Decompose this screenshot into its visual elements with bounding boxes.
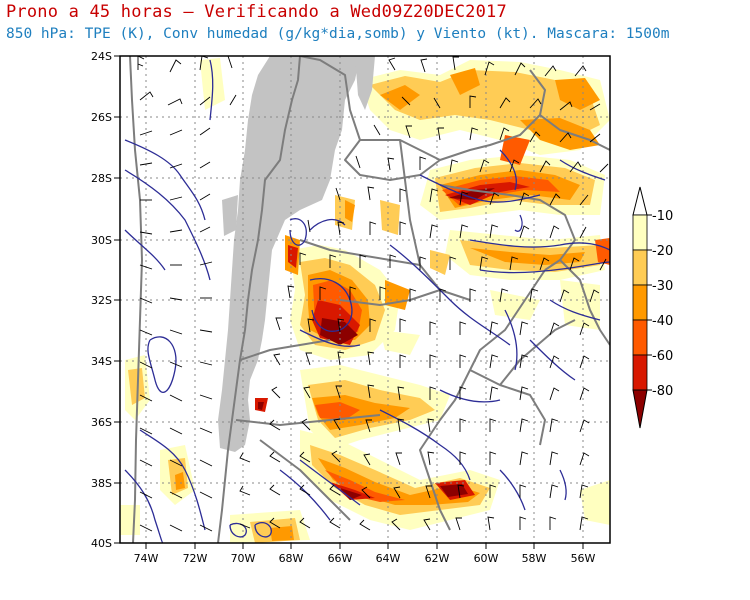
lat-label: 26S: [91, 111, 112, 124]
lon-label: 70W: [231, 552, 256, 565]
topography-mask: [218, 56, 375, 452]
lon-label: 64W: [376, 552, 401, 565]
lon-label: 74W: [134, 552, 159, 565]
lat-label: 36S: [91, 416, 112, 429]
colorbar-swatch: [632, 249, 648, 286]
lat-lon-grid: [120, 56, 610, 543]
colorbar-label: -60: [652, 349, 673, 364]
map-subtitle: 850 hPa: TPE (K), Conv humedad (g/kg*dia…: [6, 26, 670, 42]
convergence-shading: [120, 58, 610, 543]
lat-label: 38S: [91, 477, 112, 490]
wind-barbs: [137, 56, 609, 532]
colorbar-swatch: [632, 284, 648, 321]
colorbar-label: -80: [652, 384, 673, 399]
colorbar-swatch: [632, 354, 648, 391]
lon-label: 72W: [183, 552, 208, 565]
colorbar-top-arrow: [632, 186, 648, 216]
colorbar-swatch: [632, 319, 648, 356]
colorbar-label: -20: [652, 244, 673, 259]
lat-label: 34S: [91, 355, 112, 368]
colorbar: -10 -20 -30 -40 -60 -80: [632, 186, 673, 429]
lat-label: 24S: [91, 50, 112, 63]
lon-label: 60W: [474, 552, 499, 565]
lat-label: 30S: [91, 234, 112, 247]
lon-label: 62W: [425, 552, 450, 565]
colorbar-bottom-arrow: [632, 389, 648, 429]
lon-label: 68W: [279, 552, 304, 565]
tpe-contours: [124, 59, 610, 543]
lat-label: 28S: [91, 172, 112, 185]
political-boundaries: [129, 56, 610, 543]
lat-label: 32S: [91, 294, 112, 307]
map-title: Prono a 45 horas — Verificando a Wed09Z2…: [6, 2, 507, 22]
lon-label: 56W: [571, 552, 596, 565]
longitude-labels: 74W 72W 70W 68W 66W 64W 62W 60W 58W 56W: [134, 552, 596, 565]
lat-label: 40S: [91, 537, 112, 550]
colorbar-label: -10: [652, 209, 673, 224]
colorbar-label: -40: [652, 314, 673, 329]
lon-label: 66W: [328, 552, 353, 565]
lon-label: 58W: [522, 552, 547, 565]
latitude-labels: 24S 26S 28S 30S 32S 34S 36S 38S 40S: [91, 50, 112, 550]
colorbar-label: -30: [652, 279, 673, 294]
tick-marks: [114, 55, 584, 549]
colorbar-swatch: [632, 214, 648, 251]
